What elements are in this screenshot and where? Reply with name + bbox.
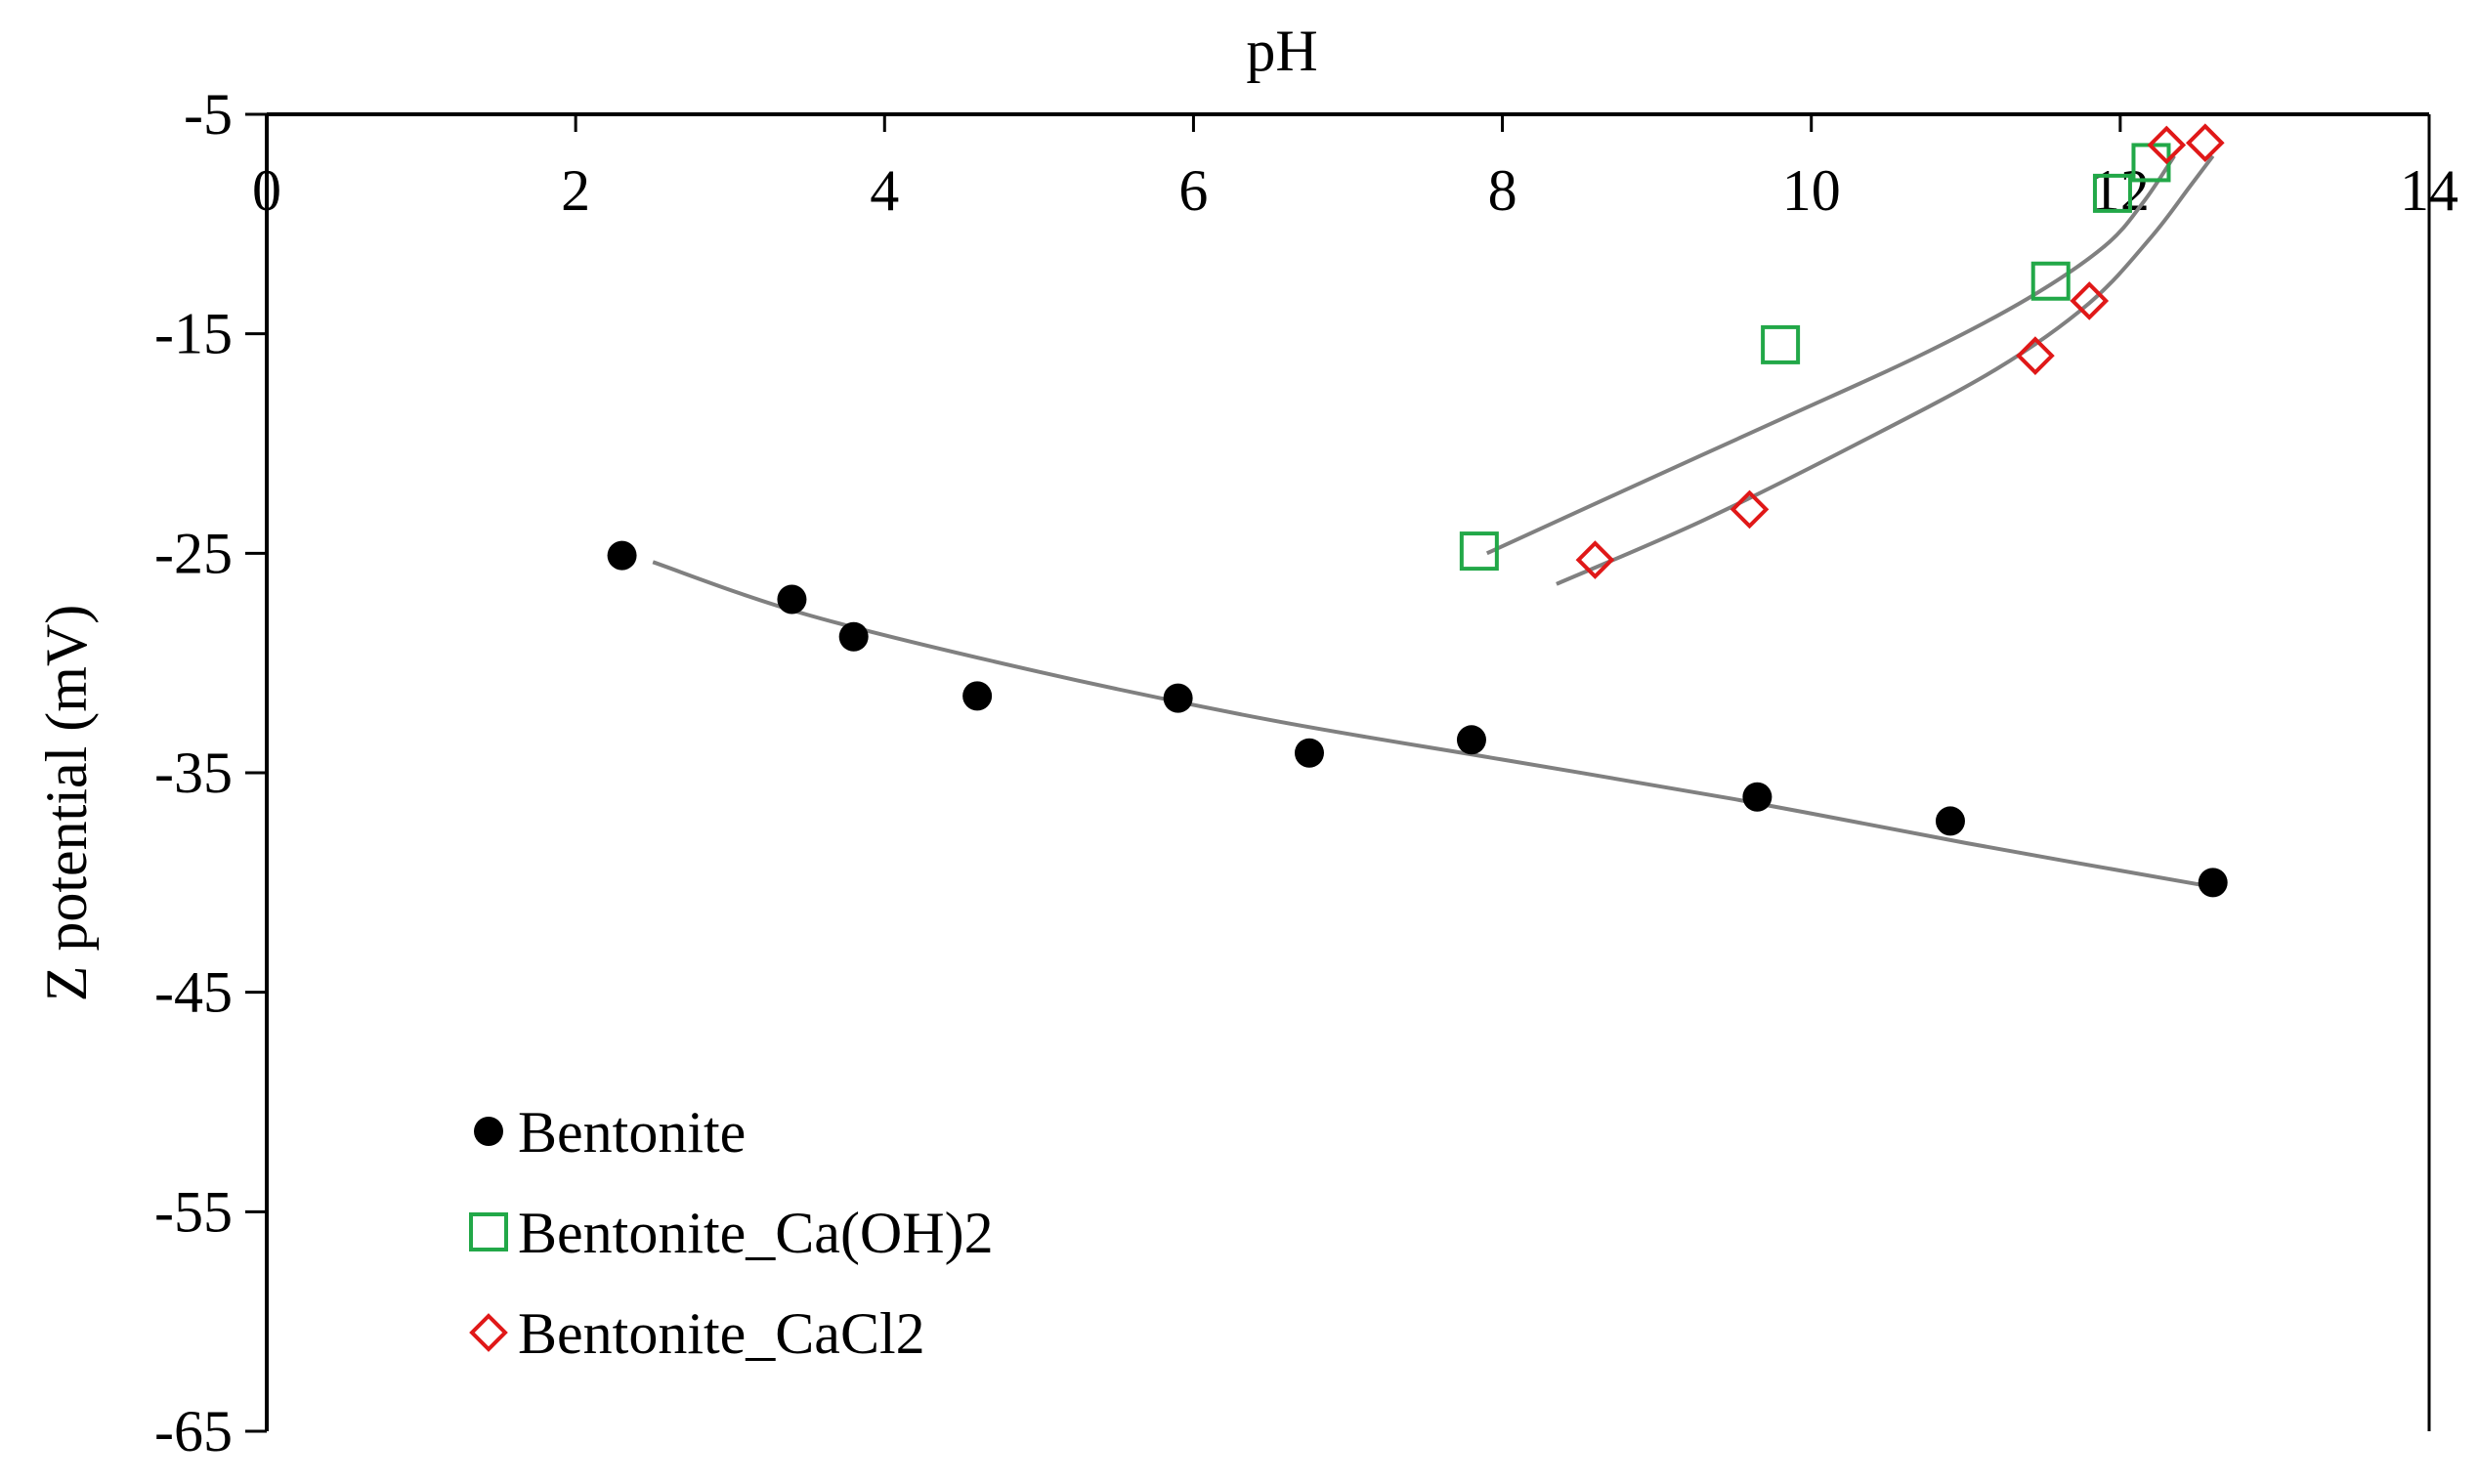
y-axis-title: Z potential (mV)	[34, 605, 99, 1002]
legend-marker-1	[469, 1212, 508, 1251]
legend-marker-0	[474, 1117, 503, 1146]
data-point-series-1	[2030, 261, 2071, 301]
x-tick-label: 8	[1488, 158, 1517, 223]
x-axis-title: pH	[1246, 19, 1317, 83]
data-point-series-0	[1456, 725, 1486, 755]
data-point-series-2	[2070, 281, 2110, 320]
data-point-series-2	[1730, 489, 1770, 530]
y-tick-label: -25	[154, 521, 233, 585]
data-point-series-2	[1575, 540, 1615, 579]
x-tick-label: 14	[2400, 158, 2458, 223]
y-tick-label: -5	[184, 82, 233, 147]
data-point-series-0	[838, 621, 869, 652]
x-tick-group: 0 2 4 6 8 10 12 14	[252, 114, 2458, 223]
trendline-series-0	[652, 560, 2214, 889]
data-point-series-1	[1459, 531, 1499, 572]
y-tick-label: -45	[154, 960, 233, 1025]
data-point-series-1	[1761, 324, 1801, 364]
trendline-group	[652, 154, 2215, 889]
y-tick-label: -65	[154, 1399, 233, 1463]
legend-label-0: Bentonite	[518, 1100, 746, 1165]
trendline-series-1	[1485, 154, 2176, 556]
y-tick-label: -55	[154, 1179, 233, 1244]
data-point-series-0	[962, 681, 993, 711]
data-point-series-2	[2016, 336, 2055, 375]
x-tick-label: 10	[1782, 158, 1841, 223]
x-tick-label: 2	[561, 158, 590, 223]
data-point-series-0	[607, 540, 637, 571]
x-tick-label: 0	[252, 158, 281, 223]
data-point-series-2	[2185, 123, 2225, 163]
x-tick-label: 12	[2091, 158, 2150, 223]
legend-marker-2	[469, 1313, 508, 1352]
legend: Bentonite Bentonite_Ca(OH)2 Bentonite_CaCl…	[469, 1100, 994, 1366]
data-point-group	[607, 123, 2228, 898]
x-tick-label: 6	[1178, 158, 1208, 223]
data-point-series-0	[1294, 738, 1324, 768]
data-point-series-1	[2092, 173, 2132, 213]
data-point-series-0	[1742, 782, 1773, 812]
data-point-series-2	[2147, 125, 2187, 165]
y-tick-label: -35	[154, 741, 233, 805]
data-point-series-0	[1163, 683, 1193, 713]
y-tick-group: -5 -15 -25 -35 -45 -55 -65	[154, 82, 267, 1463]
y-tick-label: -15	[154, 302, 233, 366]
data-point-series-0	[2198, 868, 2228, 898]
trendline-series-2	[1556, 154, 2215, 586]
data-point-series-0	[777, 584, 807, 615]
legend-label-1: Bentonite_Ca(OH)2	[518, 1201, 994, 1265]
x-tick-label: 4	[870, 158, 899, 223]
legend-label-2: Bentonite_CaCl2	[518, 1301, 925, 1366]
data-point-series-0	[1935, 806, 1965, 836]
